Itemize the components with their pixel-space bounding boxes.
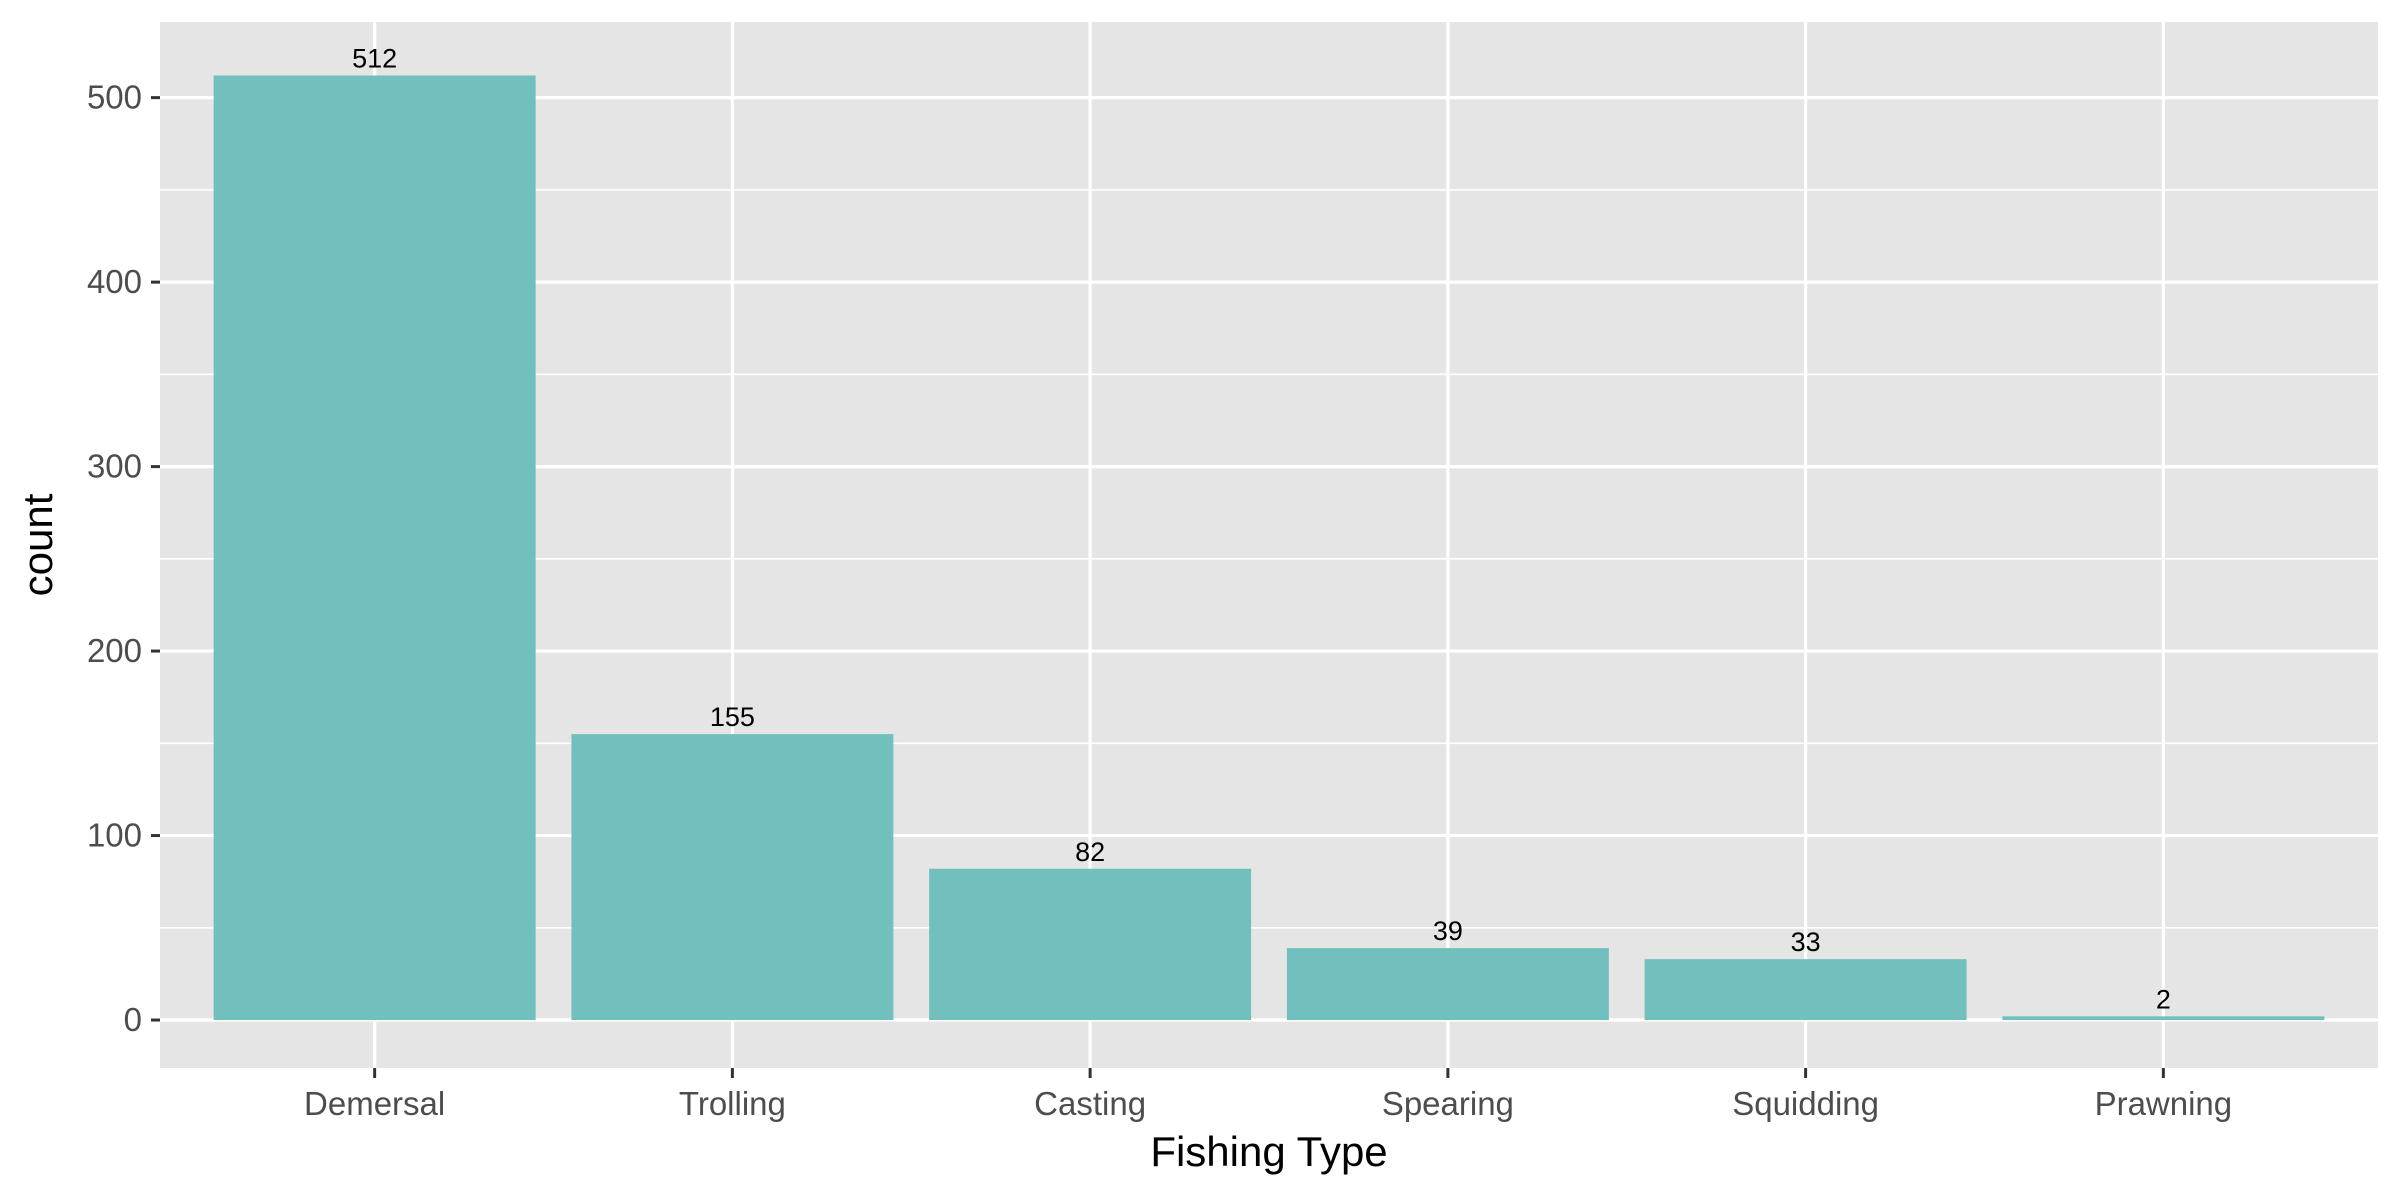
bar-value-label: 82 [1075, 837, 1105, 867]
bar-casting [929, 868, 1252, 1021]
x-tick-label: Prawning [2095, 1085, 2233, 1122]
y-tick-label: 0 [124, 1001, 142, 1038]
y-tick-label: 100 [87, 817, 142, 854]
y-axis-title: count [14, 493, 61, 596]
x-tick-label: Casting [1034, 1085, 1146, 1122]
bar-value-label: 512 [352, 43, 397, 73]
y-tick-label: 200 [87, 632, 142, 669]
bar-demersal [213, 75, 536, 1021]
bar-value-label: 33 [1791, 927, 1821, 957]
bar-squidding [1644, 959, 1967, 1021]
bar-spearing [1286, 948, 1609, 1021]
x-axis-title: Fishing Type [1150, 1128, 1387, 1175]
x-axis: Demersal Trolling Casting Spearing Squidding… [304, 1068, 2232, 1122]
bar-value-label: 2 [2156, 984, 2171, 1014]
bar-prawning [2002, 1016, 2325, 1021]
bar-trolling [571, 734, 894, 1021]
x-tick-label: Demersal [304, 1085, 445, 1122]
bar-value-label: 155 [710, 702, 755, 732]
bars [213, 75, 2325, 1021]
y-tick-label: 300 [87, 448, 142, 485]
y-tick-label: 400 [87, 263, 142, 300]
y-axis: 0 100 200 300 400 500 [87, 79, 160, 1038]
x-tick-label: Squidding [1732, 1085, 1879, 1122]
y-tick-label: 500 [87, 79, 142, 116]
bar-value-label: 39 [1433, 916, 1463, 946]
x-tick-label: Spearing [1382, 1085, 1514, 1122]
x-tick-label: Trolling [679, 1085, 786, 1122]
bar-labels: 512 155 82 39 33 2 [352, 43, 2171, 1014]
